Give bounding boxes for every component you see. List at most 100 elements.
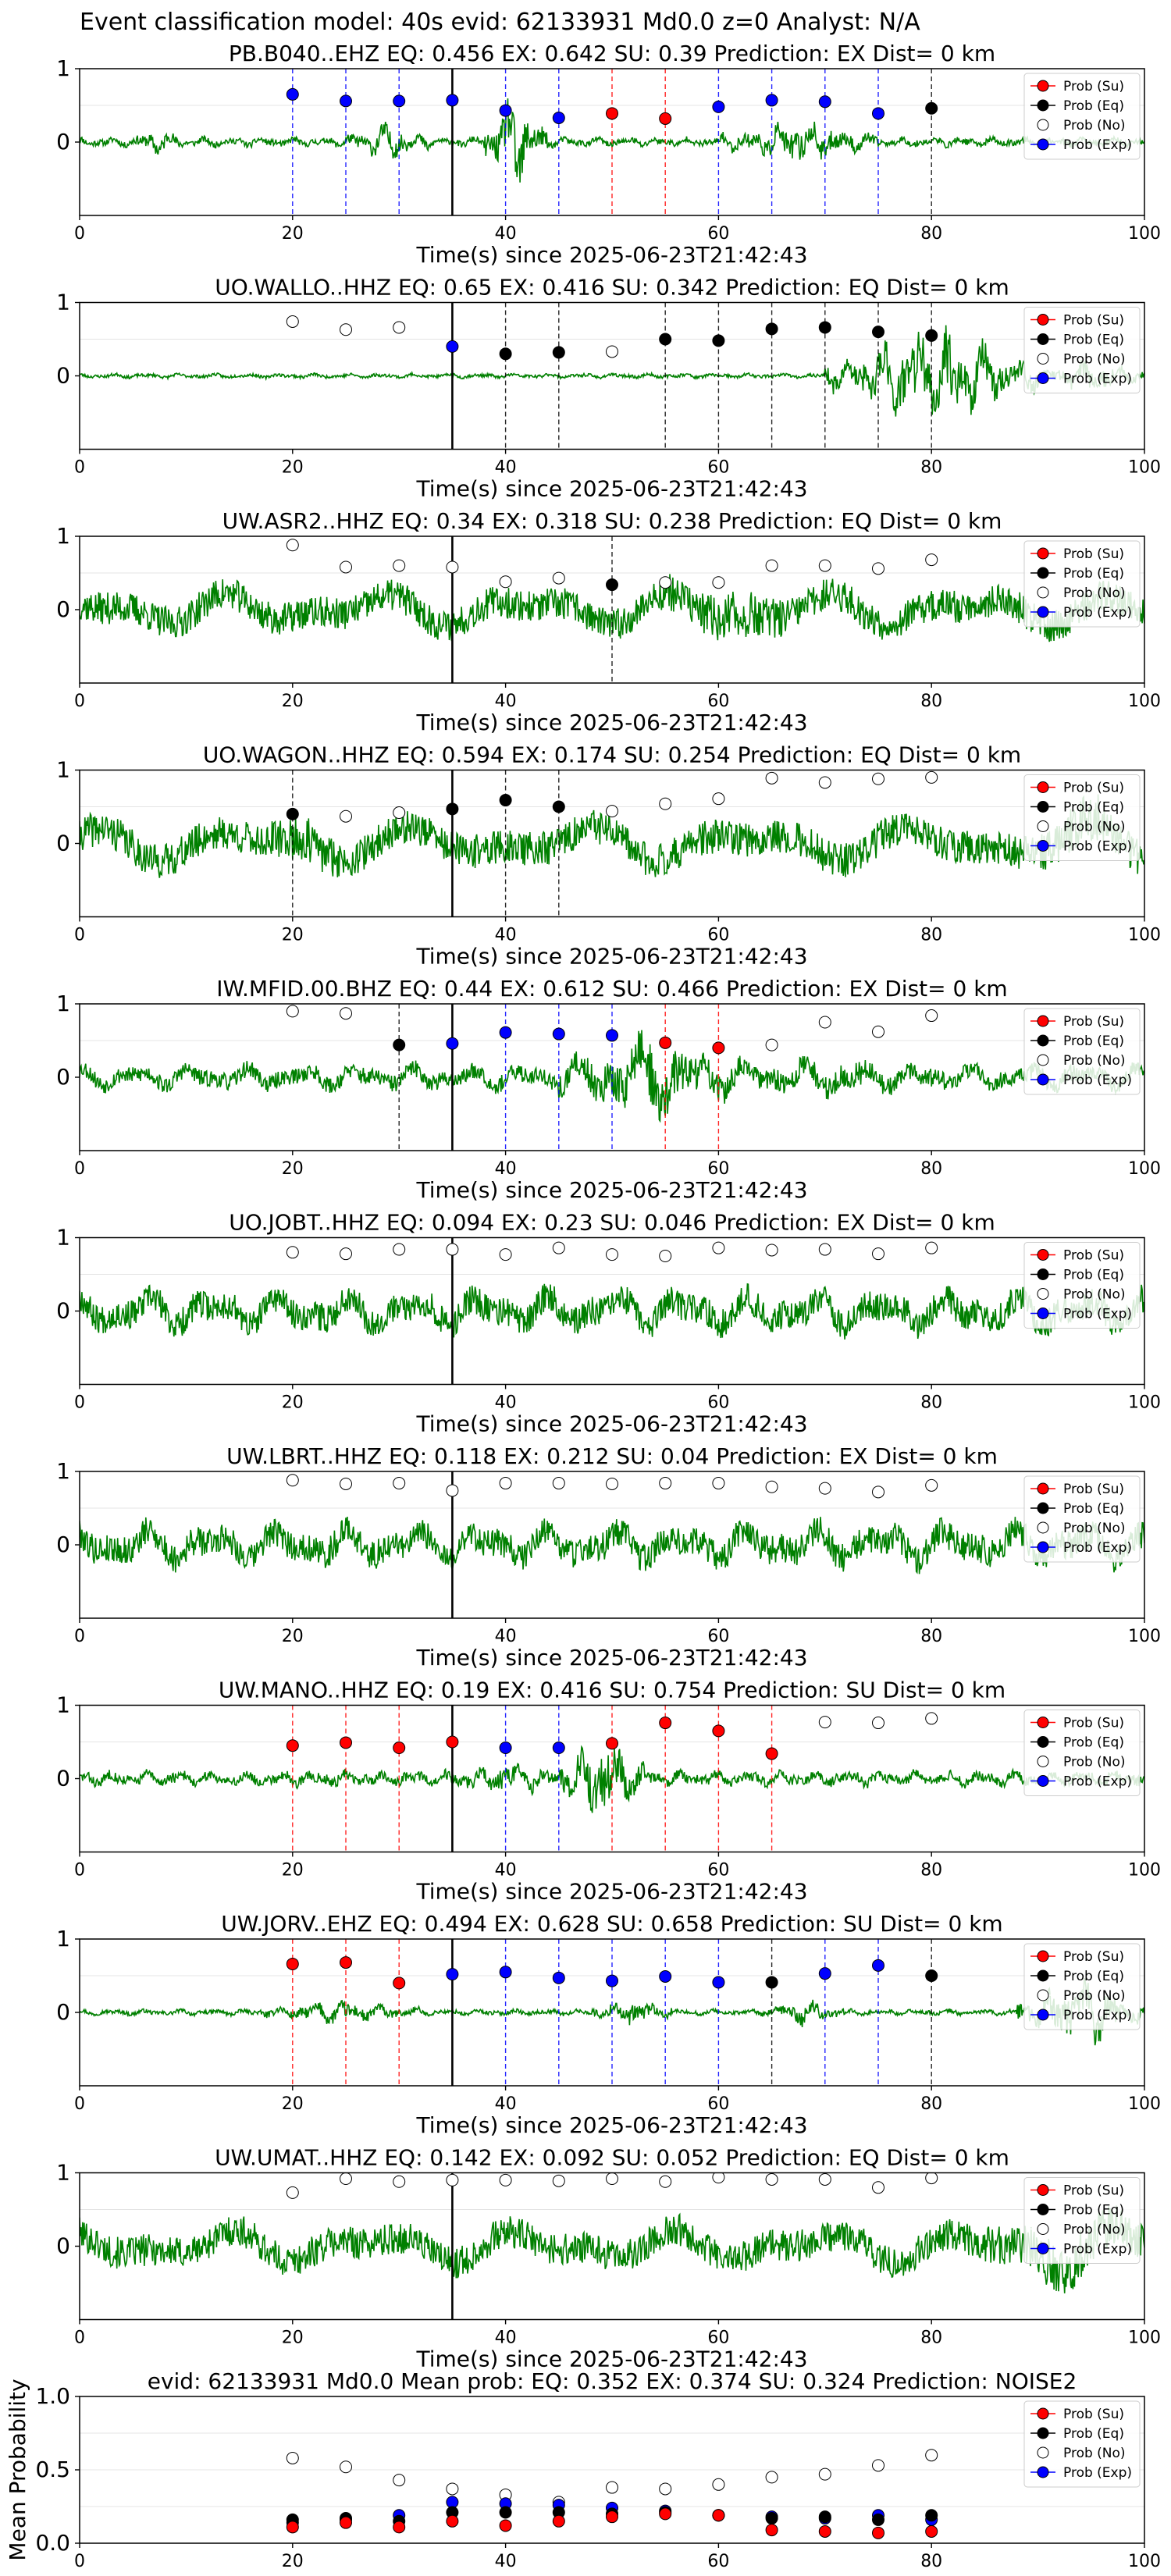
- legend-label: Prob (No): [1063, 1521, 1126, 1536]
- mean-prob-marker: [925, 2449, 938, 2462]
- legend-label: Prob (Exp): [1063, 137, 1132, 153]
- x-tick-label: 40: [495, 1159, 517, 1179]
- prob-marker: [552, 1241, 565, 1254]
- legend-marker: [1037, 372, 1049, 384]
- legend-marker: [1037, 1756, 1049, 1767]
- x-axis-label: Time(s) since 2025-06-23T21:42:43: [415, 2112, 807, 2138]
- mean-prob-marker: [606, 2510, 618, 2524]
- prob-marker: [712, 2172, 725, 2184]
- x-tick-label: 60: [707, 1627, 729, 1646]
- mean-prob-marker: [340, 2516, 352, 2529]
- subplot: UW.UMAT..HHZ EQ: 0.142 EX: 0.092 SU: 0.0…: [56, 2145, 1161, 2372]
- prob-marker: [340, 560, 352, 574]
- prob-marker: [286, 2186, 299, 2199]
- x-axis-label: Time(s) since 2025-06-23T21:42:43: [415, 242, 807, 268]
- legend: Prob (Su) Prob (Eq) Prob (No) Prob (Exp): [1023, 1475, 1141, 1563]
- prob-marker: [446, 1243, 459, 1256]
- mean-prob-marker: [446, 2514, 459, 2528]
- x-tick-label: 100: [1128, 1159, 1161, 1179]
- plot-area: [80, 1004, 1144, 1151]
- prob-marker: [552, 800, 565, 813]
- x-tick-label: 100: [1128, 224, 1161, 244]
- prob-marker: [286, 1474, 299, 1487]
- mean-prob-marker: [925, 2524, 938, 2538]
- prob-marker: [393, 1742, 406, 1755]
- prob-marker: [872, 1025, 884, 1038]
- subplot: PB.B040..EHZ EQ: 0.456 EX: 0.642 SU: 0.3…: [56, 41, 1161, 268]
- plot-area: [80, 770, 1144, 917]
- plot-area: [80, 536, 1144, 683]
- x-axis-label: Time(s) since 2025-06-23T21:42:43: [415, 1177, 807, 1203]
- legend-marker: [1037, 1015, 1049, 1027]
- prob-marker: [712, 792, 725, 806]
- prob-marker: [552, 1971, 565, 1984]
- x-tick-label: 0: [74, 2552, 85, 2571]
- prob-marker: [340, 1736, 352, 1749]
- prob-marker: [765, 1038, 778, 1051]
- waveform-trace: [80, 2205, 1144, 2293]
- legend-label: Prob (No): [1063, 118, 1126, 133]
- prob-marker: [818, 1967, 831, 1980]
- legend-box: [1023, 73, 1141, 160]
- x-tick-label: 0: [74, 1861, 85, 1880]
- legend-label: Prob (No): [1063, 1287, 1126, 1303]
- x-tick-label: 80: [920, 2094, 942, 2114]
- legend-label: Prob (Exp): [1063, 2242, 1132, 2258]
- x-tick-label: 100: [1128, 1861, 1161, 1880]
- prob-marker: [286, 1005, 299, 1018]
- mean-prob-marker: [286, 2521, 299, 2534]
- plot-area: [80, 302, 1144, 450]
- legend-marker: [1037, 1073, 1049, 1086]
- legend-label: Prob (Eq): [1063, 1969, 1124, 1984]
- mean-prob-marker: [872, 2526, 884, 2539]
- y-tick-label: 1.0: [35, 2383, 70, 2409]
- legend-marker: [1037, 2446, 1049, 2459]
- prob-marker: [872, 1959, 884, 1972]
- prob-marker: [499, 1248, 512, 1261]
- x-axis-label: Time(s) since 2025-06-23T21:42:43: [415, 1879, 807, 1905]
- plot-area: [286, 2449, 938, 2539]
- x-axis-label: Time(s) since 2025-06-23T21:42:43: [415, 944, 807, 970]
- legend-box: [1023, 307, 1141, 393]
- prob-marker: [606, 1737, 618, 1750]
- prob-marker: [340, 809, 352, 823]
- prob-marker: [925, 770, 938, 784]
- prob-marker: [286, 539, 299, 552]
- legend-label: Prob (No): [1063, 1988, 1126, 2004]
- mean-prob-marker: [499, 2506, 512, 2519]
- prob-marker: [606, 2172, 618, 2186]
- legend-marker: [1037, 99, 1049, 112]
- prob-marker: [606, 1248, 618, 1261]
- mean-prob-marker: [765, 2524, 778, 2537]
- legend: Prob (Su) Prob (Eq) Prob (No) Prob (Exp): [1023, 2177, 1141, 2264]
- prob-marker: [393, 1038, 406, 1051]
- x-tick-label: 100: [1128, 926, 1161, 945]
- legend-label: Prob (Exp): [1063, 372, 1132, 387]
- legend-marker: [1037, 2008, 1049, 2021]
- y-tick-label: 1: [56, 1458, 70, 1484]
- x-tick-label: 100: [1128, 2094, 1161, 2114]
- x-axis-label: Time(s) since 2025-06-23T21:42:43: [415, 476, 807, 502]
- x-tick-label: 40: [495, 2094, 517, 2114]
- x-tick-label: 40: [495, 224, 517, 244]
- y-tick-label: 0: [56, 363, 70, 389]
- mean-prob-marker: [286, 2451, 299, 2464]
- legend-box: [1023, 1710, 1141, 1796]
- prob-marker: [765, 1747, 778, 1760]
- legend-box: [1023, 1008, 1141, 1095]
- subplot-title: UO.WAGON..HHZ EQ: 0.594 EX: 0.174 SU: 0.…: [203, 742, 1021, 768]
- x-tick-label: 60: [707, 1861, 729, 1880]
- legend-marker: [1037, 820, 1049, 832]
- prob-marker: [872, 107, 884, 120]
- legend-marker: [1037, 119, 1049, 131]
- prob-marker: [925, 1712, 938, 1725]
- y-axis-label: Mean Probability: [5, 2379, 30, 2560]
- legend-marker: [1037, 1502, 1049, 1514]
- x-tick-label: 0: [74, 692, 85, 711]
- legend: Prob (Su) Prob (Eq) Prob (No) Prob (Exp): [1023, 540, 1141, 628]
- prob-marker: [446, 1968, 459, 1981]
- mean-prob-marker: [659, 2482, 672, 2496]
- legend-label: Prob (No): [1063, 352, 1126, 368]
- legend-box: [1023, 1475, 1141, 1563]
- x-tick-label: 80: [920, 1159, 942, 1179]
